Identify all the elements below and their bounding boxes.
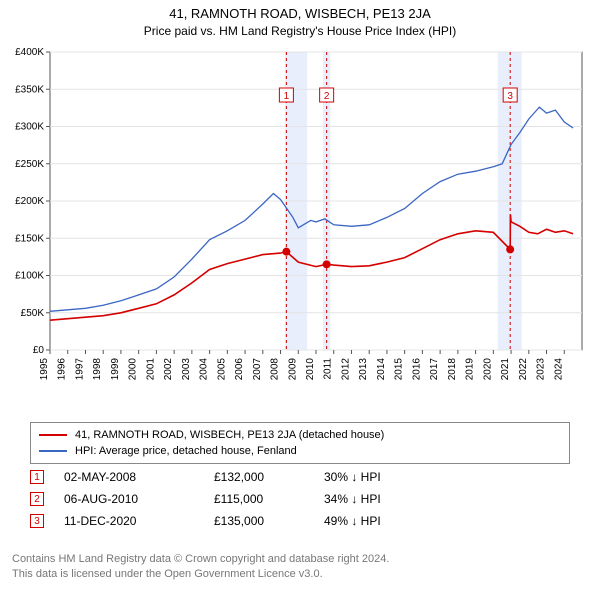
svg-text:2021: 2021 <box>500 358 511 381</box>
svg-text:£350K: £350K <box>15 84 44 95</box>
legend-row: HPI: Average price, detached house, Fenl… <box>39 443 561 459</box>
footer-attribution: Contains HM Land Registry data © Crown c… <box>12 552 389 582</box>
svg-text:2002: 2002 <box>163 358 174 381</box>
svg-text:1997: 1997 <box>74 358 85 381</box>
svg-text:2007: 2007 <box>252 358 263 381</box>
svg-text:2006: 2006 <box>234 358 245 381</box>
svg-text:£100K: £100K <box>15 271 44 282</box>
svg-text:2022: 2022 <box>518 358 529 381</box>
sale-price: £135,000 <box>214 514 324 528</box>
svg-text:2013: 2013 <box>358 358 369 381</box>
footer-line1: Contains HM Land Registry data © Crown c… <box>12 552 389 567</box>
svg-text:2008: 2008 <box>270 358 281 381</box>
page-title: 41, RAMNOTH ROAD, WISBECH, PE13 2JA <box>0 0 600 21</box>
legend-label: 41, RAMNOTH ROAD, WISBECH, PE13 2JA (det… <box>75 429 384 441</box>
sale-marker-icon: 2 <box>30 492 44 506</box>
sales-table: 1 02-MAY-2008£132,00030% ↓ HPI 2 06-AUG-201… <box>30 466 381 532</box>
legend-box: 41, RAMNOTH ROAD, WISBECH, PE13 2JA (det… <box>30 422 570 464</box>
footer-line2: This data is licensed under the Open Gov… <box>12 567 389 582</box>
sale-price: £115,000 <box>214 492 324 506</box>
svg-text:2011: 2011 <box>323 358 334 380</box>
sale-marker-icon: 1 <box>30 470 44 484</box>
svg-text:2017: 2017 <box>429 358 440 381</box>
sale-diff: 34% ↓ HPI <box>324 492 381 506</box>
sale-date: 06-AUG-2010 <box>64 492 214 506</box>
svg-text:2005: 2005 <box>216 358 227 381</box>
sale-date: 11-DEC-2020 <box>64 514 214 528</box>
svg-text:2018: 2018 <box>447 358 458 381</box>
sale-date: 02-MAY-2008 <box>64 470 214 484</box>
sale-row: 1 02-MAY-2008£132,00030% ↓ HPI <box>30 466 381 488</box>
svg-text:1999: 1999 <box>110 358 121 381</box>
svg-text:2020: 2020 <box>482 358 493 381</box>
svg-text:2003: 2003 <box>181 358 192 381</box>
svg-text:£400K: £400K <box>15 47 44 58</box>
sale-marker-icon: 3 <box>30 514 44 528</box>
svg-text:2024: 2024 <box>553 358 564 381</box>
sale-row: 2 06-AUG-2010£115,00034% ↓ HPI <box>30 488 381 510</box>
svg-text:1998: 1998 <box>92 358 103 381</box>
page-subtitle: Price paid vs. HM Land Registry's House … <box>0 21 600 42</box>
svg-text:2019: 2019 <box>465 358 476 381</box>
svg-text:2: 2 <box>324 91 330 102</box>
svg-text:1995: 1995 <box>39 358 50 381</box>
svg-text:2010: 2010 <box>305 358 316 381</box>
svg-text:2016: 2016 <box>411 358 422 381</box>
svg-text:2023: 2023 <box>536 358 547 381</box>
svg-text:2001: 2001 <box>145 358 156 381</box>
svg-text:1: 1 <box>284 91 290 102</box>
svg-text:1996: 1996 <box>57 358 68 381</box>
svg-text:3: 3 <box>507 91 513 102</box>
svg-text:£200K: £200K <box>15 196 44 207</box>
svg-text:2015: 2015 <box>394 358 405 381</box>
legend-swatch <box>39 450 67 452</box>
svg-text:2004: 2004 <box>199 358 210 381</box>
svg-text:2009: 2009 <box>287 358 298 381</box>
svg-text:£0: £0 <box>33 345 45 356</box>
sale-diff: 30% ↓ HPI <box>324 470 381 484</box>
legend-row: 41, RAMNOTH ROAD, WISBECH, PE13 2JA (det… <box>39 427 561 443</box>
price-chart: £0 £50K £100K £150K £200K £250K £300K £350K £400… <box>0 44 600 414</box>
sale-diff: 49% ↓ HPI <box>324 514 381 528</box>
chart-svg: £0 £50K £100K £150K £200K £250K £300K £350K £400… <box>0 44 600 414</box>
svg-text:2000: 2000 <box>128 358 139 381</box>
svg-text:£300K: £300K <box>15 122 44 133</box>
svg-text:2014: 2014 <box>376 358 387 381</box>
legend-label: HPI: Average price, detached house, Fenl… <box>75 445 297 457</box>
sale-price: £132,000 <box>214 470 324 484</box>
svg-text:£50K: £50K <box>21 308 45 319</box>
legend-swatch <box>39 434 67 436</box>
svg-text:£250K: £250K <box>15 159 44 170</box>
sale-row: 3 11-DEC-2020£135,00049% ↓ HPI <box>30 510 381 532</box>
svg-text:£150K: £150K <box>15 233 44 244</box>
svg-text:2012: 2012 <box>340 358 351 381</box>
